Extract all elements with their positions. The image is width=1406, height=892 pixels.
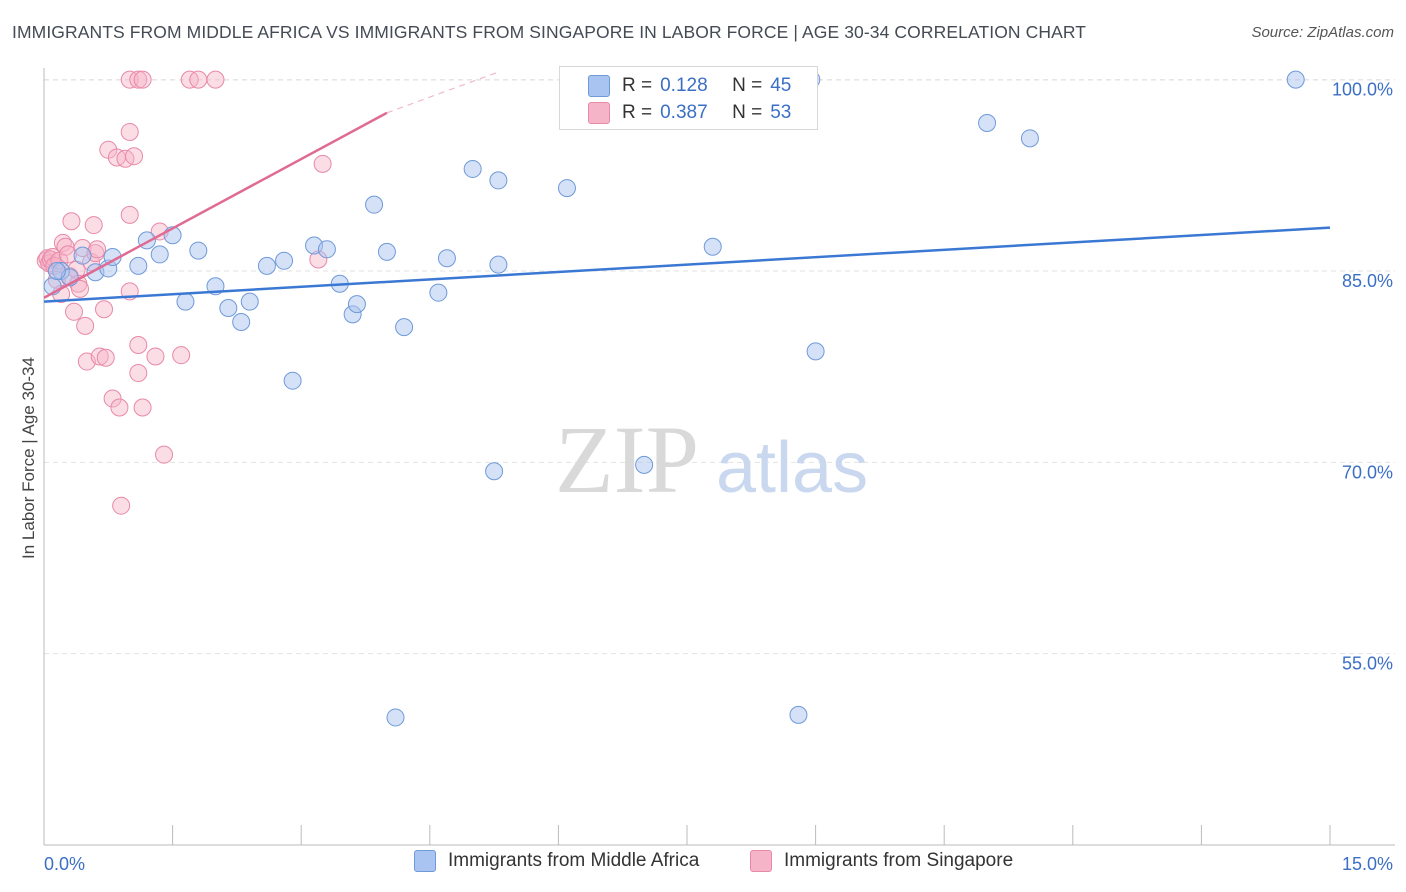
data-point-singapore xyxy=(313,154,332,173)
data-point-middle-africa xyxy=(557,179,576,198)
y-axis-label: In Labor Force | Age 30-34 xyxy=(19,357,38,559)
data-point-singapore xyxy=(76,316,95,335)
chart-title: IMMIGRANTS FROM MIDDLE AFRICA VS IMMIGRA… xyxy=(12,22,1087,42)
data-point-middle-africa xyxy=(429,283,448,302)
watermark-zip: ZIP xyxy=(555,406,699,513)
axes xyxy=(43,68,1395,846)
data-point-singapore xyxy=(129,70,148,89)
data-point-middle-africa xyxy=(150,245,169,264)
watermark: ZIP atlas xyxy=(555,406,868,513)
data-point-singapore xyxy=(129,364,148,383)
y-tick-labels: 55.0% 70.0% 85.0% 100.0% xyxy=(1332,80,1393,674)
data-point-singapore xyxy=(71,279,90,298)
data-point-singapore xyxy=(133,70,152,89)
bottom-legend-swatch-pink xyxy=(750,850,772,872)
data-point-middle-africa xyxy=(240,292,259,311)
data-point-singapore xyxy=(96,348,115,367)
x-tick-labels: 0.0% 15.0% xyxy=(44,854,1393,874)
legend-n-label: N = xyxy=(732,102,763,123)
data-point-middle-africa xyxy=(978,114,997,133)
data-point-middle-africa xyxy=(789,705,808,724)
x-tick-label: 15.0% xyxy=(1342,854,1393,874)
data-point-middle-africa xyxy=(1286,70,1305,89)
data-point-middle-africa xyxy=(232,313,251,332)
data-point-middle-africa xyxy=(275,251,294,270)
data-point-singapore xyxy=(65,302,84,321)
trend-line-singapore-extension xyxy=(386,71,499,114)
data-point-middle-africa xyxy=(377,242,396,261)
bottom-legend-label: Immigrants from Singapore xyxy=(784,850,1014,871)
trend-line-middle-africa xyxy=(43,226,1331,303)
data-point-middle-africa xyxy=(703,237,722,256)
y-tick-label: 100.0% xyxy=(1332,80,1393,100)
bottom-legend-middle-africa: Immigrants from Middle Africa xyxy=(414,850,699,872)
data-point-middle-africa xyxy=(489,171,508,190)
data-point-middle-africa xyxy=(485,462,504,481)
legend-r-value: 0.128 xyxy=(660,75,708,96)
data-point-singapore xyxy=(133,398,152,417)
data-point-singapore xyxy=(120,122,139,141)
trend-lines xyxy=(43,71,1331,303)
data-point-middle-africa xyxy=(176,292,195,311)
bottom-legend-label: Immigrants from Middle Africa xyxy=(448,850,700,871)
data-point-singapore xyxy=(90,347,109,366)
bottom-legend-singapore: Immigrants from Singapore xyxy=(750,850,1013,872)
data-point-singapore xyxy=(146,347,165,366)
y-tick-label: 70.0% xyxy=(1342,462,1393,482)
y-tick-label: 85.0% xyxy=(1342,271,1393,291)
data-point-singapore xyxy=(103,389,122,408)
data-point-middle-africa xyxy=(283,371,302,390)
data-point-middle-africa xyxy=(1020,129,1039,148)
gridlines xyxy=(44,79,1395,655)
data-point-middle-africa xyxy=(489,255,508,274)
data-point-middle-africa xyxy=(635,455,654,474)
y-tick-label: 55.0% xyxy=(1342,654,1393,674)
data-point-middle-africa xyxy=(219,298,238,317)
data-point-middle-africa xyxy=(437,249,456,268)
data-point-singapore xyxy=(189,70,208,89)
data-point-middle-africa xyxy=(317,240,336,259)
legend-n-label: N = xyxy=(732,75,763,96)
data-point-middle-africa xyxy=(257,256,276,275)
data-point-singapore xyxy=(172,346,191,365)
data-point-singapore xyxy=(155,445,174,464)
data-point-middle-africa xyxy=(365,195,384,214)
watermark-atlas: atlas xyxy=(716,428,868,508)
data-point-middle-africa xyxy=(189,241,208,260)
legend-r-label: R = xyxy=(622,75,653,96)
legend-swatch-pink xyxy=(588,102,610,124)
data-point-middle-africa xyxy=(463,159,482,178)
data-point-singapore xyxy=(129,335,148,354)
data-point-singapore xyxy=(95,300,114,319)
source-label: Source: ZipAtlas.com xyxy=(1251,24,1394,41)
data-point-middle-africa xyxy=(129,256,148,275)
legend-row-middle-africa: R = 0.128 N = 45 xyxy=(588,73,791,99)
data-point-singapore xyxy=(206,70,225,89)
legend-n-value: 53 xyxy=(770,102,792,123)
data-point-singapore xyxy=(125,147,144,166)
data-point-middle-africa xyxy=(386,708,405,727)
data-point-middle-africa xyxy=(347,295,366,314)
bottom-legend-swatch-blue xyxy=(414,850,436,872)
data-point-singapore xyxy=(62,212,81,231)
data-point-middle-africa xyxy=(73,246,92,265)
data-point-singapore xyxy=(120,205,139,224)
data-point-singapore xyxy=(84,216,103,235)
legend-row-singapore: R = 0.387 N = 53 xyxy=(588,100,791,126)
x-tick-label: 0.0% xyxy=(44,854,85,874)
trend-line-singapore xyxy=(43,111,388,299)
legend-r-label: R = xyxy=(622,102,653,123)
legend-n-value: 45 xyxy=(770,75,792,96)
stats-legend: R = 0.128 N = 45 R = 0.387 N = 53 xyxy=(559,66,818,130)
legend-r-value: 0.387 xyxy=(660,102,708,123)
data-point-singapore xyxy=(110,398,129,417)
legend-swatch-blue xyxy=(588,75,610,97)
series-middle-africa xyxy=(43,70,1305,727)
data-point-middle-africa xyxy=(395,318,414,337)
data-point-singapore xyxy=(112,496,131,515)
data-point-middle-africa xyxy=(47,261,66,280)
data-point-middle-africa xyxy=(806,342,825,361)
